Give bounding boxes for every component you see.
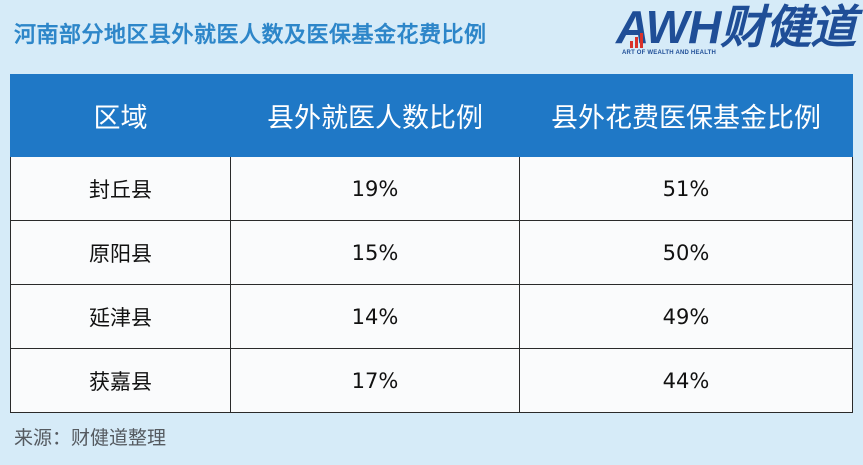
bar-chart-icon: [630, 33, 643, 48]
table-body: 封丘县 19% 51% 原阳县 15% 50% 延津县 14% 49% 获嘉县 …: [10, 156, 853, 413]
table-cell-region: 原阳县: [10, 220, 231, 285]
table-row: 延津县 14% 49%: [10, 284, 853, 349]
table-row: 封丘县 19% 51%: [10, 156, 853, 221]
table-cell-fund-ratio: 44%: [519, 348, 853, 413]
table-cell-region: 封丘县: [10, 156, 231, 221]
table-header-row: 区域 县外就医人数比例 县外花费医保基金比例: [10, 74, 853, 157]
table-cell-fund-ratio: 50%: [519, 220, 853, 285]
data-table: 区域 县外就医人数比例 县外花费医保基金比例 封丘县 19% 51% 原阳县 1…: [10, 74, 853, 413]
table-row: 获嘉县 17% 44%: [10, 348, 853, 413]
table-cell-fund-ratio: 51%: [519, 156, 853, 221]
brand-logo: AWH财健道 ART OF WEALTH AND HEALTH: [616, 1, 856, 62]
table-cell-visit-ratio: 15%: [230, 220, 520, 285]
table-cell-visit-ratio: 17%: [230, 348, 520, 413]
table-header: 区域 县外就医人数比例 县外花费医保基金比例: [10, 74, 853, 157]
table-cell-visit-ratio: 14%: [230, 284, 520, 349]
table-cell-region: 获嘉县: [10, 348, 231, 413]
header: 河南部分地区县外就医人数及医保基金花费比例 AWH财健道 ART OF WEAL…: [0, 0, 863, 72]
column-header-outside-visit-ratio: 县外就医人数比例: [230, 74, 520, 157]
table-cell-visit-ratio: 19%: [230, 156, 520, 221]
table-row: 原阳县 15% 50%: [10, 220, 853, 285]
data-table-container: 区域 县外就医人数比例 县外花费医保基金比例 封丘县 19% 51% 原阳县 1…: [10, 74, 853, 414]
source-note: 来源：财健道整理: [14, 427, 167, 449]
table-cell-fund-ratio: 49%: [519, 284, 853, 349]
table-cell-region: 延津县: [10, 284, 231, 349]
column-header-outside-fund-ratio: 县外花费医保基金比例: [519, 74, 853, 157]
logo-wordmark: AWH财健道: [616, 1, 856, 53]
logo-tagline: ART OF WEALTH AND HEALTH: [622, 50, 717, 56]
column-header-region: 区域: [10, 74, 231, 157]
page-title: 河南部分地区县外就医人数及医保基金花费比例: [14, 23, 487, 48]
